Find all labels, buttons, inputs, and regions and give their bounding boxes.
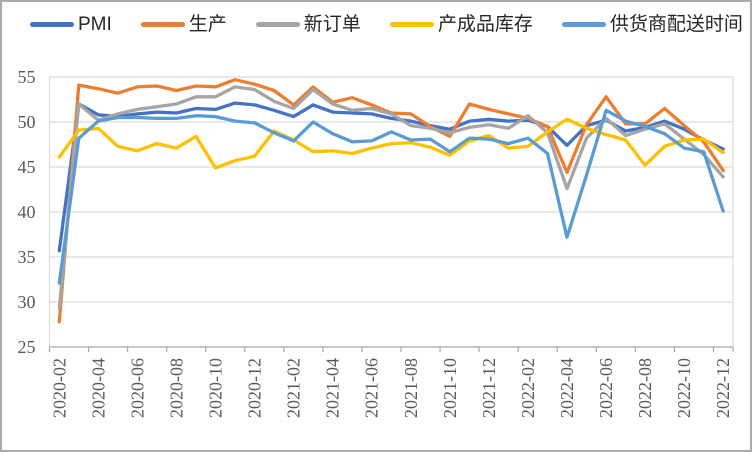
series-line-PMI	[57, 101, 725, 253]
legend-label: PMI	[78, 14, 112, 35]
y-tick-label: 45	[18, 157, 36, 177]
x-tick-label: 2022-06	[596, 358, 616, 418]
y-tick-label: 25	[18, 337, 36, 357]
series-line-生产	[57, 78, 725, 324]
legend-swatch-icon	[561, 22, 606, 27]
legend-item-生产: 生产	[140, 14, 227, 35]
x-tick-label: 2022-10	[674, 358, 694, 418]
y-tick-label: 35	[18, 247, 36, 267]
x-tick-label: 2020-02	[49, 358, 69, 418]
legend-item-供货商配送时间: 供货商配送时间	[561, 14, 743, 35]
x-tick-label: 2020-04	[88, 358, 108, 418]
x-tick-label: 2021-12	[479, 358, 499, 418]
legend-item-新订单: 新订单	[255, 14, 361, 35]
x-tick-label: 2022-12	[713, 358, 733, 418]
x-tick-label: 2021-02	[284, 358, 304, 418]
x-tick-label: 2022-04	[557, 358, 577, 418]
x-tick-label: 2022-02	[518, 358, 538, 418]
x-tick-label: 2020-12	[245, 358, 265, 418]
legend-swatch-icon	[30, 22, 74, 27]
legend-label: 新订单	[303, 14, 361, 35]
y-tick-label: 40	[18, 202, 36, 222]
x-tick-label: 2022-08	[635, 358, 655, 418]
legend-label: 供货商配送时间	[609, 14, 743, 35]
series-line-供货商配送时间	[57, 108, 725, 285]
y-tick-label: 50	[18, 112, 36, 132]
legend-item-产成品库存: 产成品库存	[389, 14, 533, 35]
series-line-产成品库存	[57, 117, 725, 170]
chart-legend: PMI 生产 新订单 产成品库存 供货商配送时间	[30, 15, 743, 34]
x-tick-label: 2021-06	[362, 358, 382, 418]
x-tick-label: 2020-08	[166, 358, 186, 418]
legend-swatch-icon	[389, 22, 434, 27]
y-tick-label: 30	[18, 292, 36, 312]
legend-label: 产成品库存	[437, 14, 533, 35]
legend-item-PMI: PMI	[30, 15, 112, 34]
series-line-新订单	[57, 85, 725, 310]
x-tick-label: 2021-10	[440, 358, 460, 418]
legend-label: 生产	[188, 14, 227, 35]
y-tick-label: 55	[18, 67, 36, 87]
x-tick-label: 2020-10	[205, 358, 225, 418]
x-tick-label: 2020-06	[127, 358, 147, 418]
legend-swatch-icon	[140, 22, 185, 27]
x-tick-label: 2021-08	[401, 358, 421, 418]
legend-swatch-icon	[255, 22, 300, 27]
x-tick-label: 2021-04	[323, 358, 343, 418]
